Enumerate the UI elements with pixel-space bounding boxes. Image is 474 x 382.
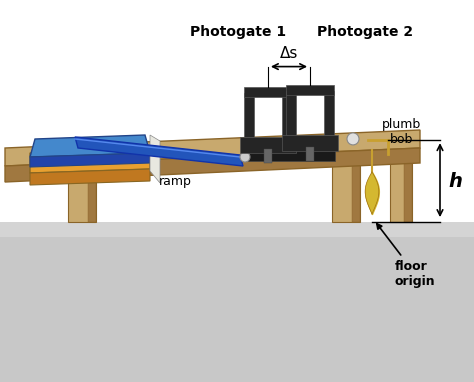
Text: plumb
bob: plumb bob <box>382 118 421 146</box>
Bar <box>244 87 292 97</box>
Ellipse shape <box>240 152 250 162</box>
Bar <box>286 91 296 135</box>
Bar <box>282 135 338 151</box>
Bar <box>264 149 272 163</box>
Text: Photogate 1: Photogate 1 <box>190 24 286 39</box>
Bar <box>404 148 412 222</box>
Polygon shape <box>5 148 420 182</box>
Text: Δs: Δs <box>280 45 298 61</box>
Bar <box>286 85 334 95</box>
Bar <box>68 182 96 222</box>
Text: ramp: ramp <box>159 175 191 188</box>
Bar <box>88 182 96 222</box>
Text: h: h <box>448 172 462 191</box>
Bar <box>0 222 474 382</box>
Text: floor
origin: floor origin <box>377 224 436 288</box>
Bar <box>0 222 474 237</box>
Bar <box>390 148 412 222</box>
Polygon shape <box>30 153 150 167</box>
Polygon shape <box>150 135 160 161</box>
Bar <box>244 92 254 137</box>
Bar <box>332 163 360 222</box>
Ellipse shape <box>347 133 359 145</box>
Bar <box>324 91 334 135</box>
Polygon shape <box>30 149 150 173</box>
Bar <box>306 147 314 161</box>
Polygon shape <box>30 135 150 157</box>
Bar <box>282 92 292 137</box>
Bar <box>352 163 360 222</box>
Text: Photogate 2: Photogate 2 <box>317 24 413 39</box>
Polygon shape <box>75 137 243 166</box>
Bar <box>245 141 335 161</box>
Polygon shape <box>30 169 150 185</box>
Polygon shape <box>5 130 420 166</box>
Bar <box>240 137 296 152</box>
Polygon shape <box>150 149 160 183</box>
